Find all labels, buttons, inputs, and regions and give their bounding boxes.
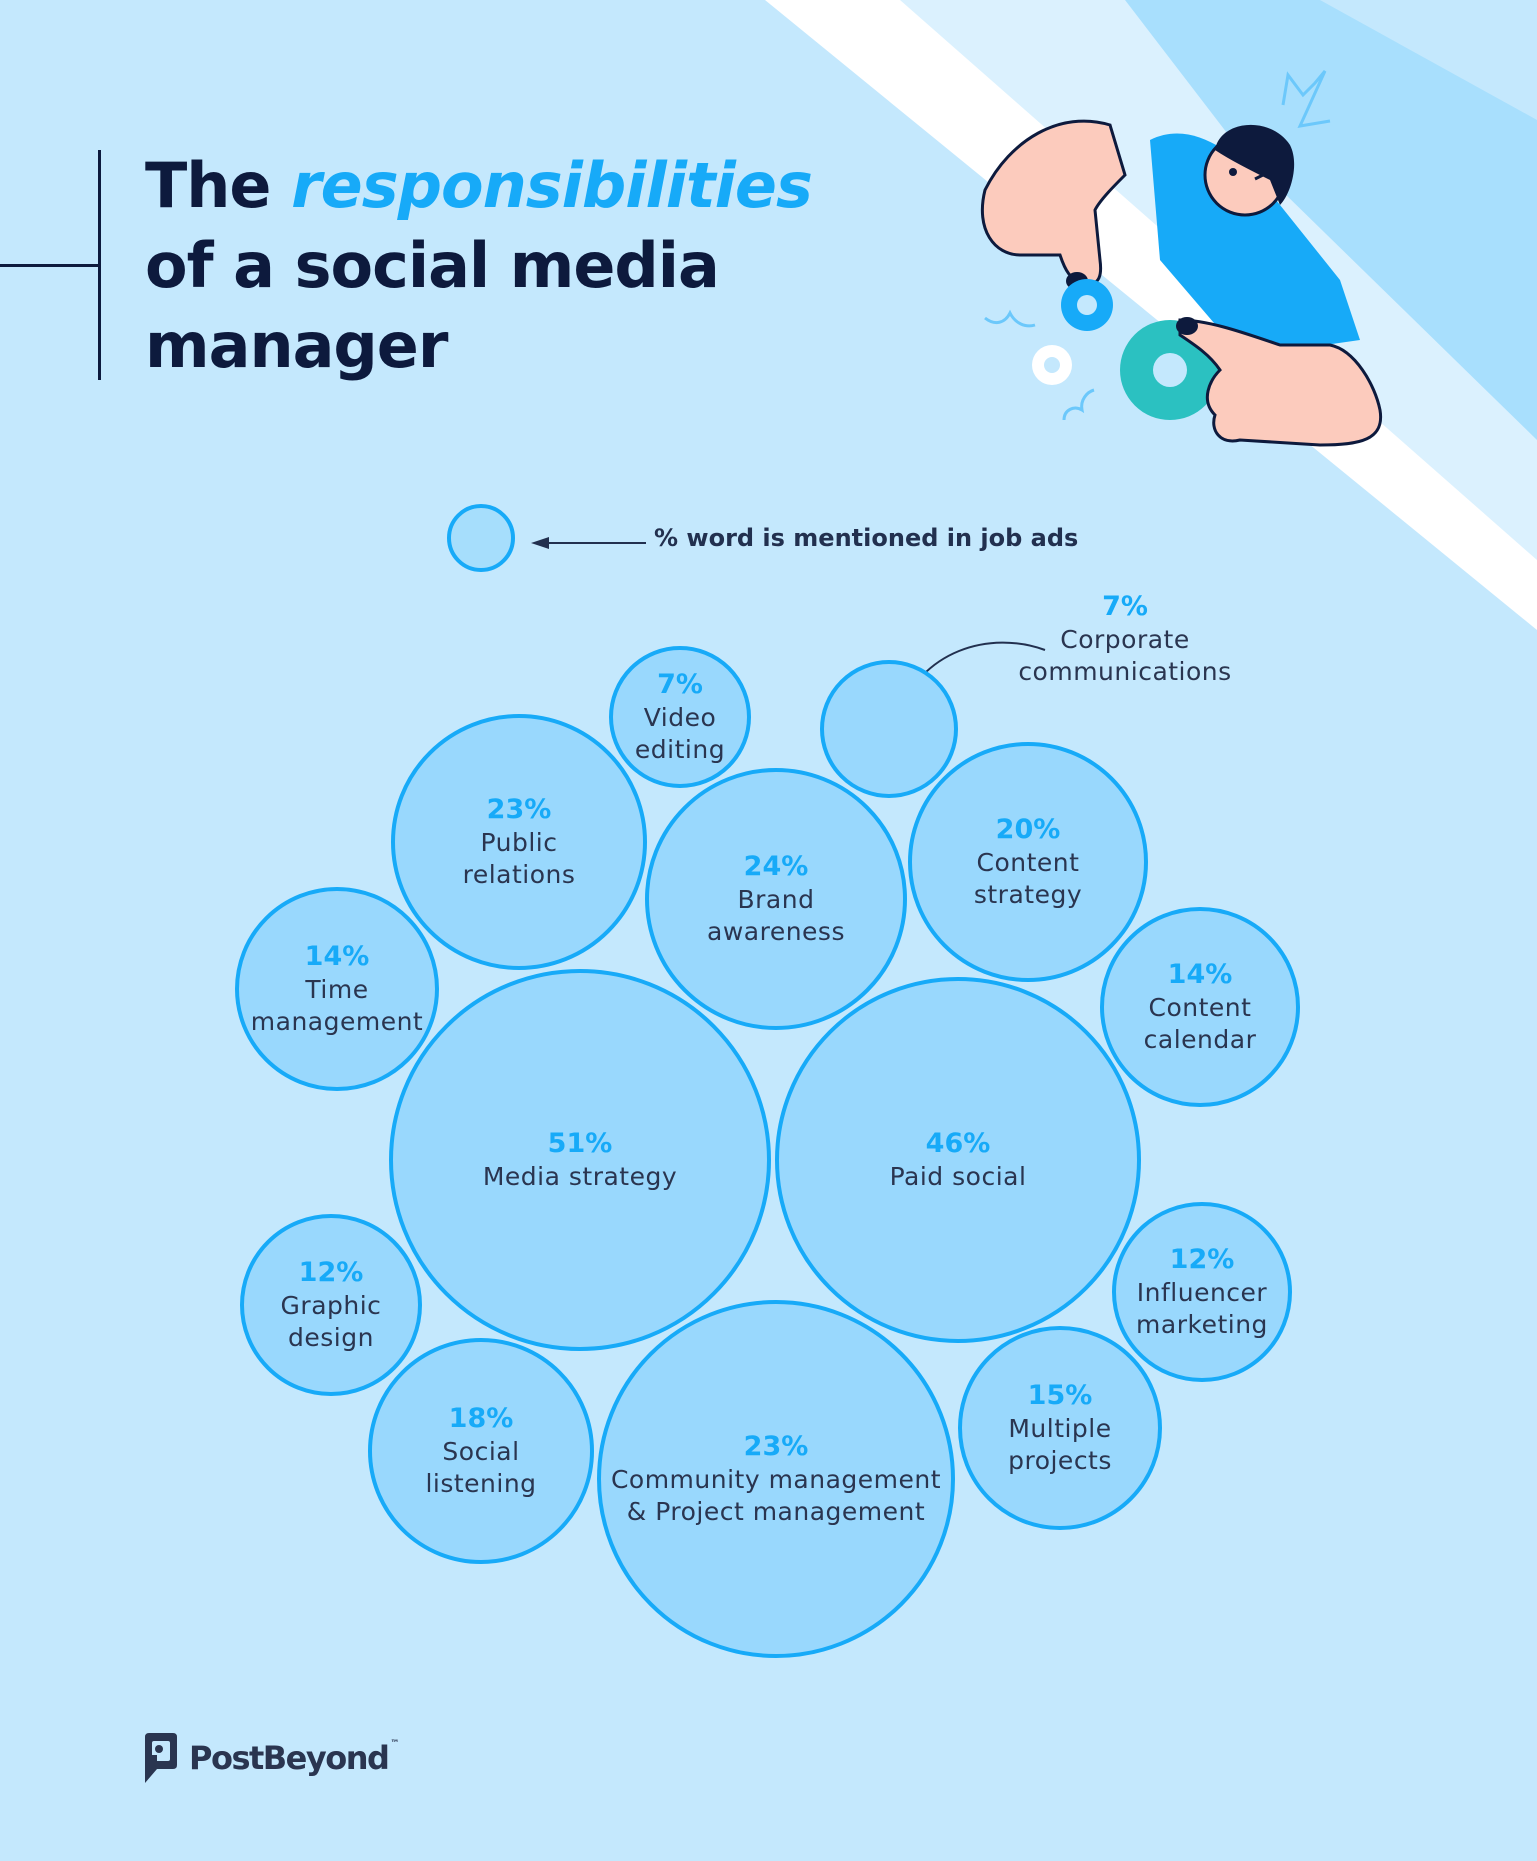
bubble-pct: 51% (547, 1128, 613, 1159)
bubble-pct: 7% (657, 669, 703, 700)
bubble-multiple-projects: 15% Multiple projects (958, 1326, 1162, 1530)
bubble-label: Media strategy (482, 1162, 678, 1191)
bubble-label: Graphic design (280, 1291, 382, 1352)
bubble-content-strategy: 20% Content strategy (908, 742, 1148, 982)
legend: % word is mentioned in job ads (447, 504, 1447, 576)
logo-text: PostBeyond ™ (189, 1739, 399, 1777)
title-line3: manager (145, 309, 448, 382)
bubble-pct: 14% (1167, 959, 1233, 990)
bubble-label: Video editing (634, 703, 726, 764)
title-horizontal-rule (0, 264, 100, 267)
bubble-label: Public relations (462, 828, 576, 889)
title-part1: The (145, 149, 292, 222)
bubble-content-calendar: 14% Content calendar (1100, 907, 1300, 1107)
bubble-label: Social listening (425, 1437, 537, 1498)
bubble-corporate-communications (820, 660, 958, 798)
bubble-influencer-marketing: 12% Influencer marketing (1112, 1202, 1292, 1382)
bubble-community-project-management: 23% Community management & Project manag… (597, 1300, 955, 1658)
arrow-left-icon (531, 537, 646, 549)
bubble-brand-awareness: 24% Brand awareness (645, 768, 907, 1030)
legend-text: % word is mentioned in job ads (654, 524, 1079, 552)
bubble-label: Multiple projects (1008, 1414, 1112, 1475)
bubble-label: Community management & Project managemen… (610, 1465, 942, 1526)
bubble-video-editing: 7% Video editing (609, 646, 751, 788)
bubble-pct: 46% (925, 1128, 991, 1159)
postbeyond-logo: PostBeyond ™ (143, 1733, 399, 1783)
bubble-social-listening: 18% Social listening (368, 1338, 594, 1564)
bubble-label: Time management (250, 975, 424, 1036)
bubble-label: Influencer marketing (1136, 1278, 1268, 1339)
callout-label: Corporate communications (1018, 625, 1232, 686)
bubble-pct: 15% (1027, 1380, 1093, 1411)
bubble-pct: 24% (743, 851, 809, 882)
title-highlight: responsibilities (291, 149, 813, 222)
bubble-label: Paid social (889, 1162, 1027, 1191)
callout-pct: 7% (1102, 591, 1148, 622)
person-with-gears-illustration (980, 70, 1383, 447)
bubble-paid-social: 46% Paid social (775, 977, 1141, 1343)
bubble-media-strategy: 51% Media strategy (389, 969, 771, 1351)
circle-bubble-icon (447, 504, 515, 572)
page-title: The responsibilities of a social media m… (145, 146, 813, 386)
bubble-label: Brand awareness (707, 885, 845, 946)
bubble-pct: 14% (304, 941, 370, 972)
bubble-pct: 20% (995, 814, 1061, 845)
callout-corporate-communications: 7% Corporate communications (990, 590, 1260, 688)
bubble-pct: 12% (298, 1257, 364, 1288)
bubble-pct: 18% (448, 1403, 514, 1434)
postbeyond-logo-icon (145, 1733, 177, 1783)
bubble-public-relations: 23% Public relations (391, 714, 647, 970)
bubble-label: Content calendar (1143, 993, 1257, 1054)
bubble-pct: 23% (486, 794, 552, 825)
bubble-label: Content strategy (973, 848, 1083, 909)
bubble-pct: 23% (743, 1431, 809, 1462)
bubble-time-management: 14% Time management (235, 887, 439, 1091)
title-line2: of a social media (145, 229, 720, 302)
bubble-pct: 12% (1169, 1244, 1235, 1275)
bubble-graphic-design: 12% Graphic design (240, 1214, 422, 1396)
